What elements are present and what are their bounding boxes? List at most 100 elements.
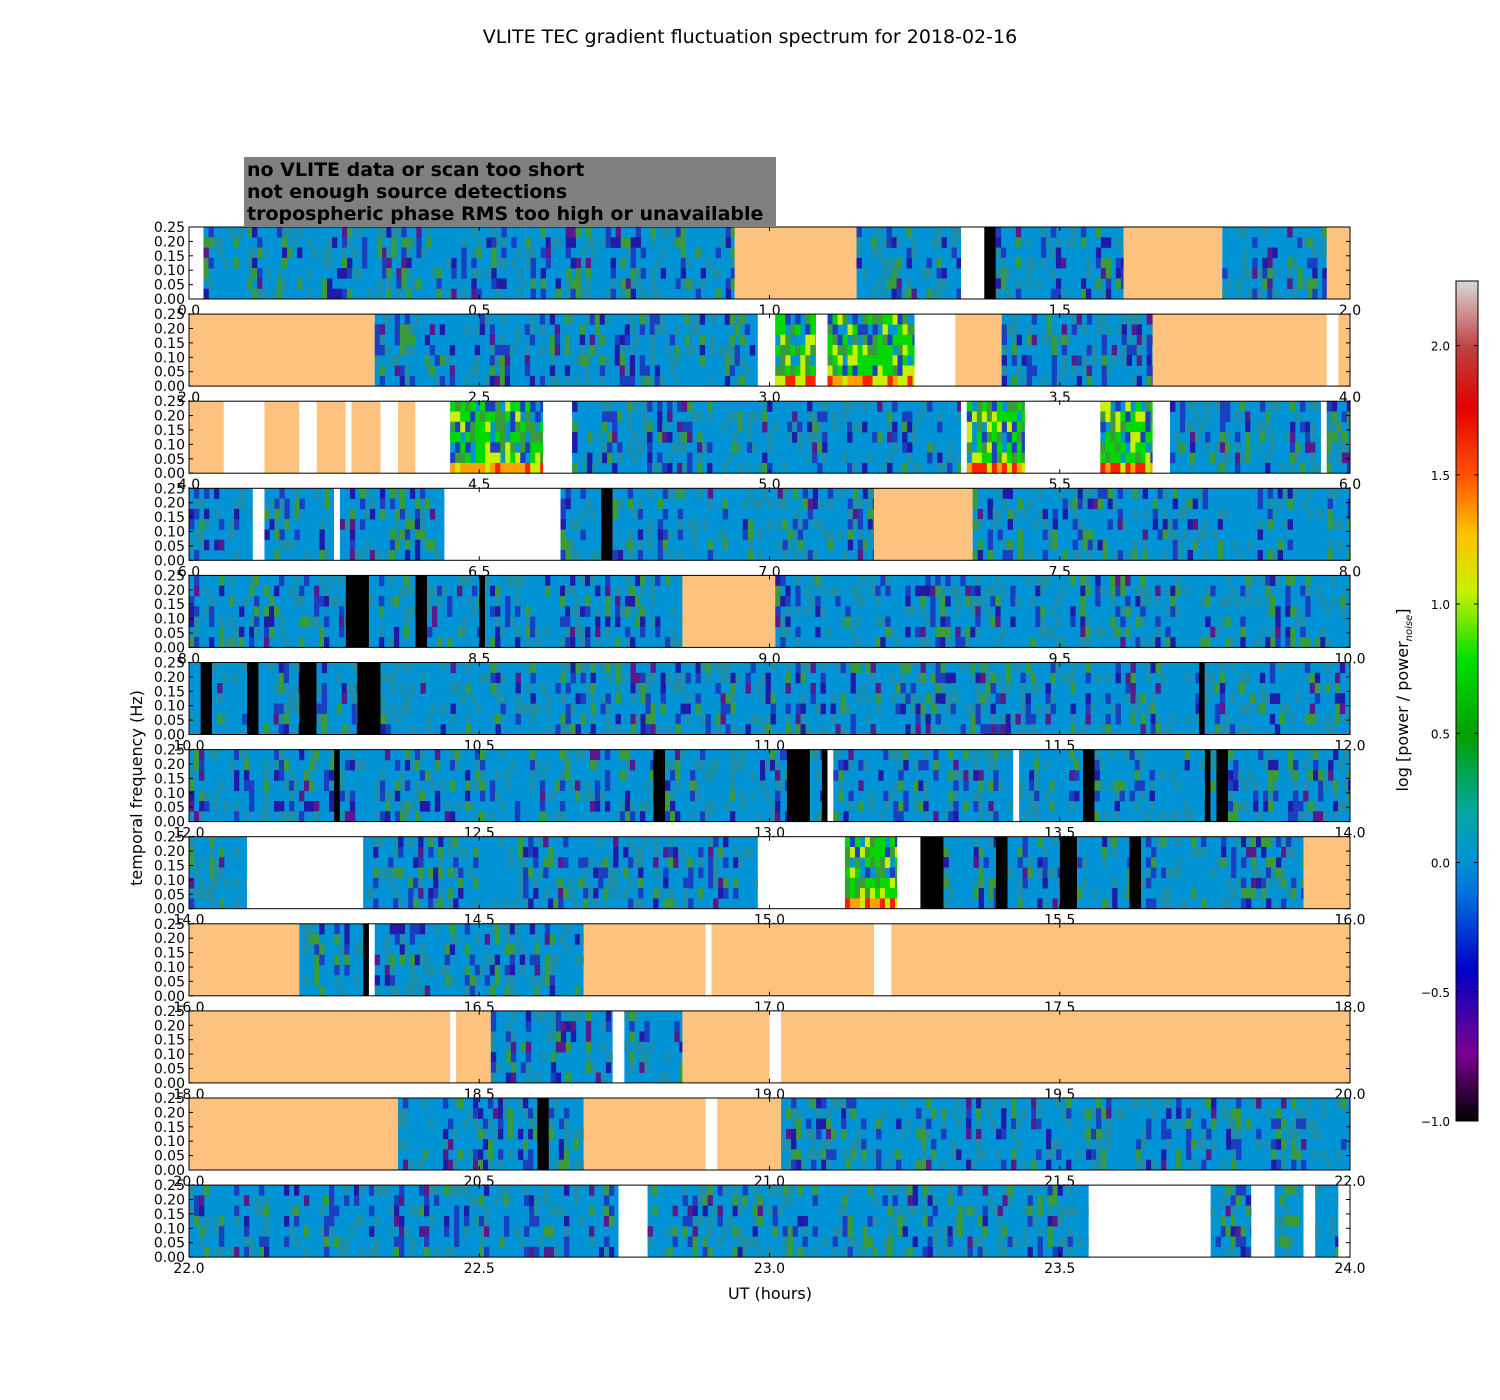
spectrum-cell	[870, 575, 876, 586]
spectrum-cell	[797, 421, 803, 433]
spectrum-cell	[1180, 411, 1186, 423]
spectrum-cell	[1239, 683, 1246, 694]
spectrum-cell	[214, 508, 220, 520]
spectrum-cell	[555, 1031, 562, 1043]
spectrum-cell	[1031, 365, 1037, 377]
spectrum-cell	[1069, 770, 1075, 781]
spectrum-cell	[1001, 462, 1008, 474]
spectrum-cell	[399, 508, 406, 520]
spectrum-cell	[485, 462, 491, 474]
spectrum-cell	[852, 498, 859, 510]
spectrum-cell	[820, 672, 826, 684]
spectrum-cell	[682, 421, 688, 433]
segment-nodata	[961, 227, 985, 299]
spectrum-cell	[620, 278, 626, 290]
spectrum-cell	[1348, 790, 1351, 802]
spectrum-cell	[639, 324, 646, 335]
spectrum-cell	[1217, 508, 1223, 520]
spectrum-cell	[264, 801, 270, 812]
spectrum-cell	[1204, 672, 1211, 684]
spectrum-cell	[448, 846, 454, 858]
spectrum-cell	[434, 749, 441, 761]
spectrum-cell	[234, 877, 240, 889]
spectrum-cell	[457, 585, 463, 597]
spectrum-cell	[518, 857, 524, 868]
spectrum-cell	[897, 365, 903, 377]
spectrum-cell	[876, 278, 882, 290]
spectrum-cell	[199, 811, 205, 822]
spectrum-cell	[475, 411, 481, 423]
spectrum-cell	[649, 334, 656, 346]
spectrum-cell	[1130, 462, 1136, 474]
spectrum-cell	[386, 278, 392, 290]
spectrum-cell	[1019, 780, 1025, 792]
spectrum-cell	[757, 529, 764, 541]
spectrum-cell	[294, 595, 300, 607]
spectrum-cell	[533, 888, 539, 899]
spectrum-cell	[1080, 626, 1086, 638]
spectrum-cell	[354, 759, 361, 771]
spectrum-cell	[574, 375, 581, 387]
spectrum-cell	[194, 585, 200, 597]
spectrum-cell	[418, 836, 424, 848]
spectrum-cell	[1307, 488, 1313, 499]
spectrum-cell	[707, 550, 714, 561]
segment-tropo	[264, 401, 300, 474]
spectrum-cell	[249, 575, 255, 586]
spectrum-cell	[650, 237, 656, 248]
spectrum-cell	[1021, 442, 1026, 453]
segment-data	[189, 662, 201, 735]
spectrum-cell	[675, 237, 681, 248]
y-tick-label: 0.10	[154, 437, 185, 453]
spectrum-cell	[925, 575, 931, 586]
spectrum-cell	[635, 713, 641, 725]
spectrum-cell	[436, 288, 442, 300]
spectrum-cell	[615, 606, 621, 617]
spectrum-cell	[565, 488, 571, 499]
spectrum-cell	[439, 964, 446, 976]
spectrum-cell	[800, 375, 806, 387]
spectrum-cell	[354, 944, 360, 955]
spectrum-cell	[1051, 334, 1057, 346]
spectrum-cell	[514, 801, 521, 812]
spectrum-cell	[289, 539, 295, 551]
spectrum-cell	[489, 324, 496, 335]
spectrum-cell	[249, 637, 255, 648]
spectrum-cell	[705, 672, 711, 684]
spectrum-cell	[544, 923, 551, 935]
spectrum-cell	[980, 703, 986, 715]
spectrum-cell	[510, 1052, 517, 1063]
spectrum-cell	[770, 749, 776, 761]
spectrum-cell	[1011, 452, 1018, 464]
spectrum-cell	[575, 1010, 582, 1022]
spectrum-cell	[550, 1021, 557, 1032]
spectrum-cell	[800, 662, 806, 674]
spectrum-cell	[208, 257, 214, 269]
spectrum-cell	[1303, 780, 1309, 792]
y-tick-label: 0.15	[154, 423, 185, 439]
spectrum-cell	[840, 693, 846, 704]
spectrum-cell	[533, 846, 539, 858]
spectrum-cell	[1318, 780, 1324, 792]
spectrum-cell	[892, 314, 898, 325]
spectrum-cell	[630, 237, 636, 248]
spectrum-cell	[1057, 877, 1061, 889]
spectrum-cell	[1125, 401, 1131, 412]
spectrum-cell	[897, 344, 903, 356]
spectrum-cell	[1026, 355, 1032, 366]
spectrum-cell	[902, 324, 908, 335]
spectrum-cell	[1076, 314, 1082, 325]
segment-data	[810, 749, 823, 822]
spectrum-cell	[1222, 288, 1228, 300]
spectrum-cell	[877, 401, 883, 412]
spectrum-cell	[907, 334, 913, 346]
spectrum-cell	[629, 1062, 635, 1073]
spectrum-cell	[1281, 898, 1287, 909]
spectrum-cell	[199, 498, 205, 510]
spectrum-cell	[653, 898, 659, 909]
spectrum-cell	[234, 801, 240, 812]
spectrum-cell	[269, 519, 275, 530]
spectrum-cell	[832, 324, 838, 335]
spectrum-cell	[389, 488, 396, 499]
